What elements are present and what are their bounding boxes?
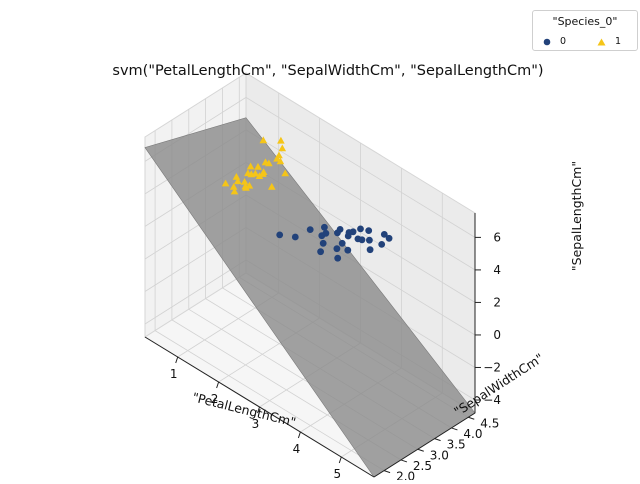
z-tick-label-4: 4	[493, 263, 501, 277]
legend-label-0: 0	[560, 36, 567, 47]
series-0-point-9	[334, 229, 341, 237]
series-1-point-9	[251, 169, 260, 177]
chart-title: svm("PetalLengthCm", "SepalWidthCm", "Se…	[112, 63, 544, 79]
legend-entry-1: 1	[597, 36, 621, 47]
series-1-point-16	[277, 136, 285, 144]
y-tick-3	[434, 438, 441, 442]
x-tick-2	[257, 406, 260, 414]
series-1-point-1	[232, 173, 241, 180]
series-1-point-0	[221, 179, 230, 187]
series-1-point-18	[275, 151, 283, 159]
series-1-point-24	[259, 170, 267, 177]
series-1-point-23	[244, 169, 252, 177]
series-0-point-17	[344, 246, 352, 254]
x-tick-label-1: 2	[211, 392, 219, 406]
series-1-point-5	[240, 178, 249, 185]
z-tick-label-0: −4	[483, 393, 501, 407]
y-tick-5	[468, 416, 475, 420]
y-tick-label-1: 2.5	[413, 459, 432, 473]
series-0-point-25	[385, 234, 393, 242]
series-1-point-26	[268, 182, 276, 190]
series-1-point-3	[246, 162, 255, 170]
z-tick-label-2: 0	[493, 328, 501, 342]
y-gridline-0	[154, 130, 385, 471]
y-axis-line	[373, 412, 476, 478]
circle-marker-icon	[543, 38, 551, 45]
series-0-point-0	[276, 231, 284, 239]
series-0-point-2	[306, 226, 314, 234]
series-0-point-24	[378, 241, 386, 248]
series-0-point-21	[366, 236, 373, 244]
series-0-point-14	[333, 245, 341, 253]
series-1-point-20	[234, 177, 242, 185]
y-tick-label-2: 3.0	[430, 448, 449, 462]
series-0-point-1	[291, 233, 299, 241]
series-0-point-22	[366, 246, 374, 254]
series-1-point-19	[242, 184, 250, 191]
x-tick-0	[175, 356, 179, 364]
z-axis-label: "SepalLengthCm"	[569, 161, 584, 271]
series-0-point-23	[380, 231, 388, 238]
z-tick-label-1: −2	[483, 360, 501, 374]
y-tick-label-3: 3.5	[447, 438, 466, 452]
y-tick-4	[451, 427, 458, 431]
series-0-point-20	[365, 227, 373, 235]
series-1-point-21	[265, 159, 273, 167]
series-1-point-12	[255, 172, 264, 179]
series-1-point-22	[276, 157, 285, 165]
series-1-point-17	[278, 144, 287, 152]
series-1-point-7	[254, 162, 262, 170]
y-tick-label-4: 4.0	[463, 427, 482, 441]
series-0-point-3	[321, 223, 328, 231]
series-0-point-11	[338, 239, 346, 247]
series-0-point-8	[317, 248, 324, 256]
series-0-point-5	[322, 229, 330, 237]
legend-label-1: 1	[615, 36, 622, 47]
legend: "Species_0" 0 1	[532, 10, 638, 51]
series-1-point-4	[230, 187, 239, 195]
x-tick-4	[338, 456, 342, 464]
series-1-point-2	[229, 183, 238, 190]
triangle-marker-icon	[597, 38, 606, 45]
x-tick-label-2: 3	[252, 417, 260, 431]
legend-title: "Species_0"	[552, 15, 618, 28]
series-0-point-13	[349, 228, 357, 236]
series-0-point-16	[334, 254, 342, 262]
x-tick-label-3: 4	[293, 442, 301, 456]
y-tick-1	[400, 459, 408, 463]
x-tick-1	[216, 381, 220, 389]
series-0-point-6	[319, 239, 327, 247]
x-tick-3	[297, 431, 301, 439]
z-tick-label-3: 2	[493, 295, 501, 309]
y-tick-label-5: 4.5	[480, 416, 499, 430]
y-tick-2	[417, 448, 424, 452]
legend-entry-0: 0	[543, 36, 566, 47]
series-0-point-19	[358, 236, 366, 244]
z-tick-label-5: 6	[493, 230, 501, 244]
series-0-point-15	[357, 225, 364, 233]
y-tick-0	[383, 470, 391, 474]
x-tick-label-4: 5	[333, 467, 341, 480]
series-1-point-25	[259, 136, 268, 144]
x-tick-label-0: 1	[170, 367, 178, 381]
series-1-point-15	[281, 169, 289, 177]
